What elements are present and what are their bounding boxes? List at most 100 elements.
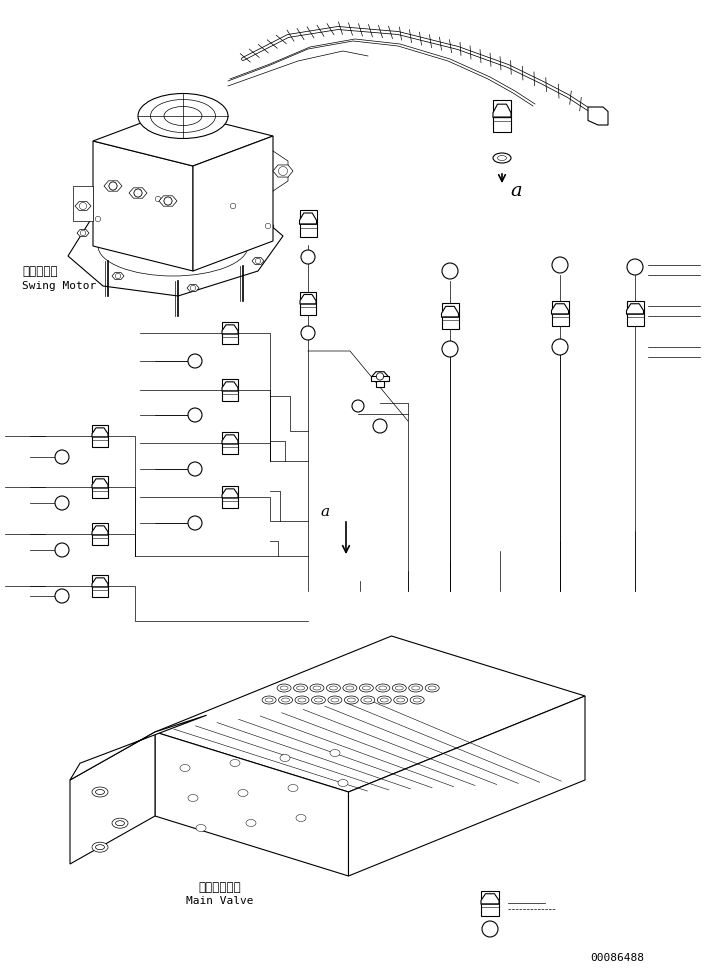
Polygon shape: [348, 696, 585, 876]
Circle shape: [301, 250, 315, 264]
Polygon shape: [300, 213, 317, 224]
Ellipse shape: [330, 750, 340, 756]
Ellipse shape: [295, 696, 309, 704]
Ellipse shape: [376, 684, 390, 692]
Circle shape: [55, 496, 69, 510]
Polygon shape: [155, 636, 585, 792]
Ellipse shape: [397, 698, 405, 702]
Polygon shape: [155, 732, 348, 876]
Circle shape: [155, 196, 161, 202]
Circle shape: [188, 354, 202, 368]
Text: Swing Motor: Swing Motor: [22, 281, 97, 291]
Circle shape: [134, 189, 142, 197]
Circle shape: [255, 258, 261, 264]
Ellipse shape: [364, 698, 372, 702]
Polygon shape: [441, 307, 458, 318]
Ellipse shape: [346, 686, 354, 690]
Ellipse shape: [297, 686, 305, 690]
Polygon shape: [481, 893, 499, 904]
Ellipse shape: [280, 754, 290, 761]
Ellipse shape: [498, 155, 506, 160]
Ellipse shape: [360, 684, 374, 692]
Ellipse shape: [112, 819, 128, 828]
Ellipse shape: [230, 759, 240, 766]
Ellipse shape: [95, 789, 104, 794]
Polygon shape: [92, 578, 108, 587]
Circle shape: [116, 273, 121, 279]
Ellipse shape: [312, 696, 326, 704]
Polygon shape: [300, 294, 316, 304]
Polygon shape: [92, 428, 108, 437]
Circle shape: [164, 197, 172, 205]
Circle shape: [231, 203, 235, 209]
Circle shape: [301, 326, 315, 340]
Polygon shape: [70, 732, 155, 864]
Bar: [441, 303, 458, 329]
Circle shape: [442, 263, 458, 279]
Circle shape: [55, 450, 69, 464]
Ellipse shape: [296, 815, 306, 821]
Ellipse shape: [138, 93, 228, 139]
Text: 00086488: 00086488: [590, 953, 644, 963]
Ellipse shape: [310, 684, 324, 692]
Polygon shape: [129, 187, 147, 198]
Polygon shape: [92, 526, 108, 535]
Circle shape: [442, 341, 458, 357]
Bar: [627, 300, 644, 325]
Ellipse shape: [393, 696, 407, 704]
Bar: [222, 322, 238, 344]
Polygon shape: [159, 196, 177, 206]
Circle shape: [134, 189, 142, 197]
Polygon shape: [493, 104, 511, 117]
Ellipse shape: [262, 696, 276, 704]
Polygon shape: [93, 141, 193, 271]
Circle shape: [482, 921, 498, 937]
Polygon shape: [104, 181, 122, 191]
Ellipse shape: [281, 698, 290, 702]
Ellipse shape: [188, 794, 198, 801]
Ellipse shape: [493, 153, 511, 163]
Circle shape: [188, 408, 202, 422]
Polygon shape: [273, 165, 293, 177]
Ellipse shape: [344, 696, 358, 704]
Circle shape: [109, 182, 117, 190]
Bar: [481, 890, 499, 916]
Ellipse shape: [328, 696, 342, 704]
Bar: [73, 186, 93, 221]
Polygon shape: [222, 488, 238, 498]
Circle shape: [188, 516, 202, 530]
Ellipse shape: [238, 789, 248, 796]
Ellipse shape: [329, 686, 338, 690]
Bar: [92, 425, 108, 447]
Ellipse shape: [92, 842, 108, 853]
Circle shape: [164, 197, 172, 205]
Circle shape: [55, 589, 69, 603]
Polygon shape: [227, 203, 239, 210]
Circle shape: [190, 285, 196, 290]
Polygon shape: [68, 196, 283, 296]
Ellipse shape: [412, 686, 419, 690]
Bar: [92, 476, 108, 498]
Polygon shape: [75, 202, 91, 211]
Circle shape: [55, 543, 69, 557]
Ellipse shape: [331, 698, 339, 702]
Polygon shape: [262, 222, 274, 229]
Ellipse shape: [164, 107, 202, 125]
Polygon shape: [627, 304, 644, 315]
Ellipse shape: [396, 686, 403, 690]
Bar: [300, 291, 316, 315]
Ellipse shape: [116, 820, 125, 825]
Polygon shape: [222, 435, 238, 444]
Text: a: a: [510, 182, 522, 200]
Circle shape: [109, 182, 117, 190]
Polygon shape: [77, 229, 89, 237]
Polygon shape: [252, 257, 264, 264]
Ellipse shape: [348, 698, 355, 702]
Bar: [551, 300, 568, 325]
Text: 旋回モータ: 旋回モータ: [22, 265, 58, 278]
Ellipse shape: [413, 698, 421, 702]
Ellipse shape: [278, 696, 293, 704]
Circle shape: [95, 217, 101, 221]
Text: メインバルブ: メインバルブ: [198, 881, 241, 894]
Polygon shape: [372, 372, 388, 381]
